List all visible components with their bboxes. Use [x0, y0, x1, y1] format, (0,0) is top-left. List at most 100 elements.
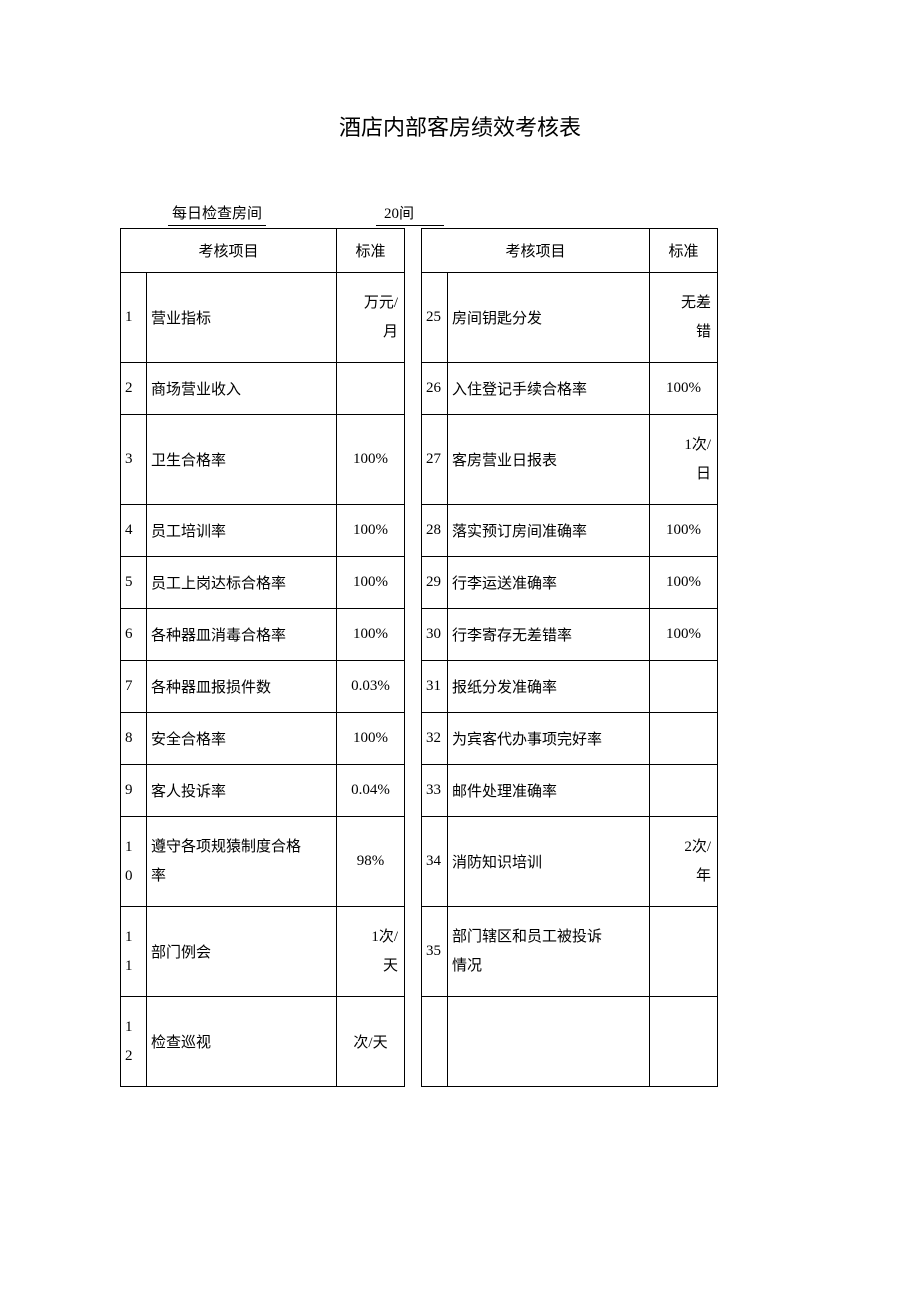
row-item: 检查巡视: [147, 997, 337, 1087]
row-standard: 100%: [650, 557, 718, 609]
row-number: 3: [121, 415, 147, 505]
row-standard: 100%: [337, 609, 405, 661]
row-item: 商场营业收入: [147, 363, 337, 415]
row-item: 消防知识培训: [448, 817, 650, 907]
table-row: 26入住登记手续合格率100%: [422, 363, 718, 415]
row-number: 6: [121, 609, 147, 661]
row-standard: [650, 997, 718, 1087]
table-row: 2商场营业收入: [121, 363, 405, 415]
row-item: 房间钥匙分发: [448, 273, 650, 363]
row-item: 落实预订房间准确率: [448, 505, 650, 557]
row-item: 行李寄存无差错率: [448, 609, 650, 661]
row-standard: 100%: [650, 505, 718, 557]
row-item: 卫生合格率: [147, 415, 337, 505]
table-row: 12检查巡视次/天: [121, 997, 405, 1087]
table-row: 29行李运送准确率100%: [422, 557, 718, 609]
row-item: 客人投诉率: [147, 765, 337, 817]
table-row: 31报纸分发准确率: [422, 661, 718, 713]
row-standard: 1次/日: [650, 415, 718, 505]
table-row: 28落实预订房间准确率100%: [422, 505, 718, 557]
row-standard: 2次/年: [650, 817, 718, 907]
row-number: 26: [422, 363, 448, 415]
row-item: 入住登记手续合格率: [448, 363, 650, 415]
row-item: 为宾客代办事项完好率: [448, 713, 650, 765]
table-row: 27客房营业日报表1次/日: [422, 415, 718, 505]
row-standard: 100%: [337, 713, 405, 765]
row-item: 行李运送准确率: [448, 557, 650, 609]
row-item: 部门辖区和员工被投诉情况: [448, 907, 650, 997]
row-standard: 100%: [337, 557, 405, 609]
row-standard: 100%: [650, 363, 718, 415]
table-row: 25房间钥匙分发无差错: [422, 273, 718, 363]
table-row: 11部门例会1次/天: [121, 907, 405, 997]
table-row: 7各种器皿报损件数0.03%: [121, 661, 405, 713]
row-number: 12: [121, 997, 147, 1087]
row-item: 邮件处理准确率: [448, 765, 650, 817]
row-standard: [650, 765, 718, 817]
row-item: 各种器皿报损件数: [147, 661, 337, 713]
row-item: 各种器皿消毒合格率: [147, 609, 337, 661]
row-number: 33: [422, 765, 448, 817]
row-number: 32: [422, 713, 448, 765]
row-item: 报纸分发准确率: [448, 661, 650, 713]
right-header-std: 标准: [650, 229, 718, 273]
row-standard: 0.04%: [337, 765, 405, 817]
table-row: 35部门辖区和员工被投诉情况: [422, 907, 718, 997]
row-standard: 98%: [337, 817, 405, 907]
left-header-item: 考核项目: [121, 229, 337, 273]
row-standard: 100%: [337, 415, 405, 505]
row-number: 27: [422, 415, 448, 505]
row-number: 8: [121, 713, 147, 765]
row-number: 34: [422, 817, 448, 907]
table-row: [422, 997, 718, 1087]
left-header-std: 标准: [337, 229, 405, 273]
row-number: 29: [422, 557, 448, 609]
table-row: 10遵守各项规猿制度合格率98%: [121, 817, 405, 907]
row-standard: [650, 661, 718, 713]
right-header-item: 考核项目: [422, 229, 650, 273]
row-standard: 0.03%: [337, 661, 405, 713]
row-standard: 无差错: [650, 273, 718, 363]
table-row: 34消防知识培训2次/年: [422, 817, 718, 907]
row-standard: 100%: [337, 505, 405, 557]
row-standard: 1次/天: [337, 907, 405, 997]
row-number: 31: [422, 661, 448, 713]
row-number: 11: [121, 907, 147, 997]
page-title: 酒店内部客房绩效考核表: [120, 110, 800, 142]
tables-container: 考核项目 标准 1营业指标万元/月2商场营业收入3卫生合格率100%4员工培训率…: [120, 228, 800, 1087]
row-number: [422, 997, 448, 1087]
row-number: 10: [121, 817, 147, 907]
row-item: 部门例会: [147, 907, 337, 997]
table-row: 30行李寄存无差错率100%: [422, 609, 718, 661]
row-number: 5: [121, 557, 147, 609]
table-row: 5员工上岗达标合格率100%: [121, 557, 405, 609]
row-number: 30: [422, 609, 448, 661]
inspection-row: 每日检查房间 20间: [120, 202, 800, 226]
table-row: 33邮件处理准确率: [422, 765, 718, 817]
right-table: 考核项目 标准 25房间钥匙分发无差错26入住登记手续合格率100%27客房营业…: [421, 228, 718, 1087]
row-item: 安全合格率: [147, 713, 337, 765]
row-standard: 次/天: [337, 997, 405, 1087]
table-row: 6各种器皿消毒合格率100%: [121, 609, 405, 661]
row-number: 2: [121, 363, 147, 415]
row-number: 35: [422, 907, 448, 997]
table-row: 3卫生合格率100%: [121, 415, 405, 505]
row-standard: [650, 907, 718, 997]
inspection-value: 20间: [376, 202, 444, 226]
row-number: 1: [121, 273, 147, 363]
inspection-label: 每日检查房间: [168, 202, 266, 226]
row-number: 25: [422, 273, 448, 363]
row-item: 员工培训率: [147, 505, 337, 557]
table-row: 32为宾客代办事项完好率: [422, 713, 718, 765]
row-item: [448, 997, 650, 1087]
row-item: 遵守各项规猿制度合格率: [147, 817, 337, 907]
table-row: 9客人投诉率0.04%: [121, 765, 405, 817]
table-row: 4员工培训率100%: [121, 505, 405, 557]
table-row: 1营业指标万元/月: [121, 273, 405, 363]
row-number: 9: [121, 765, 147, 817]
row-number: 7: [121, 661, 147, 713]
row-number: 4: [121, 505, 147, 557]
row-standard: [650, 713, 718, 765]
left-table: 考核项目 标准 1营业指标万元/月2商场营业收入3卫生合格率100%4员工培训率…: [120, 228, 405, 1087]
row-standard: [337, 363, 405, 415]
